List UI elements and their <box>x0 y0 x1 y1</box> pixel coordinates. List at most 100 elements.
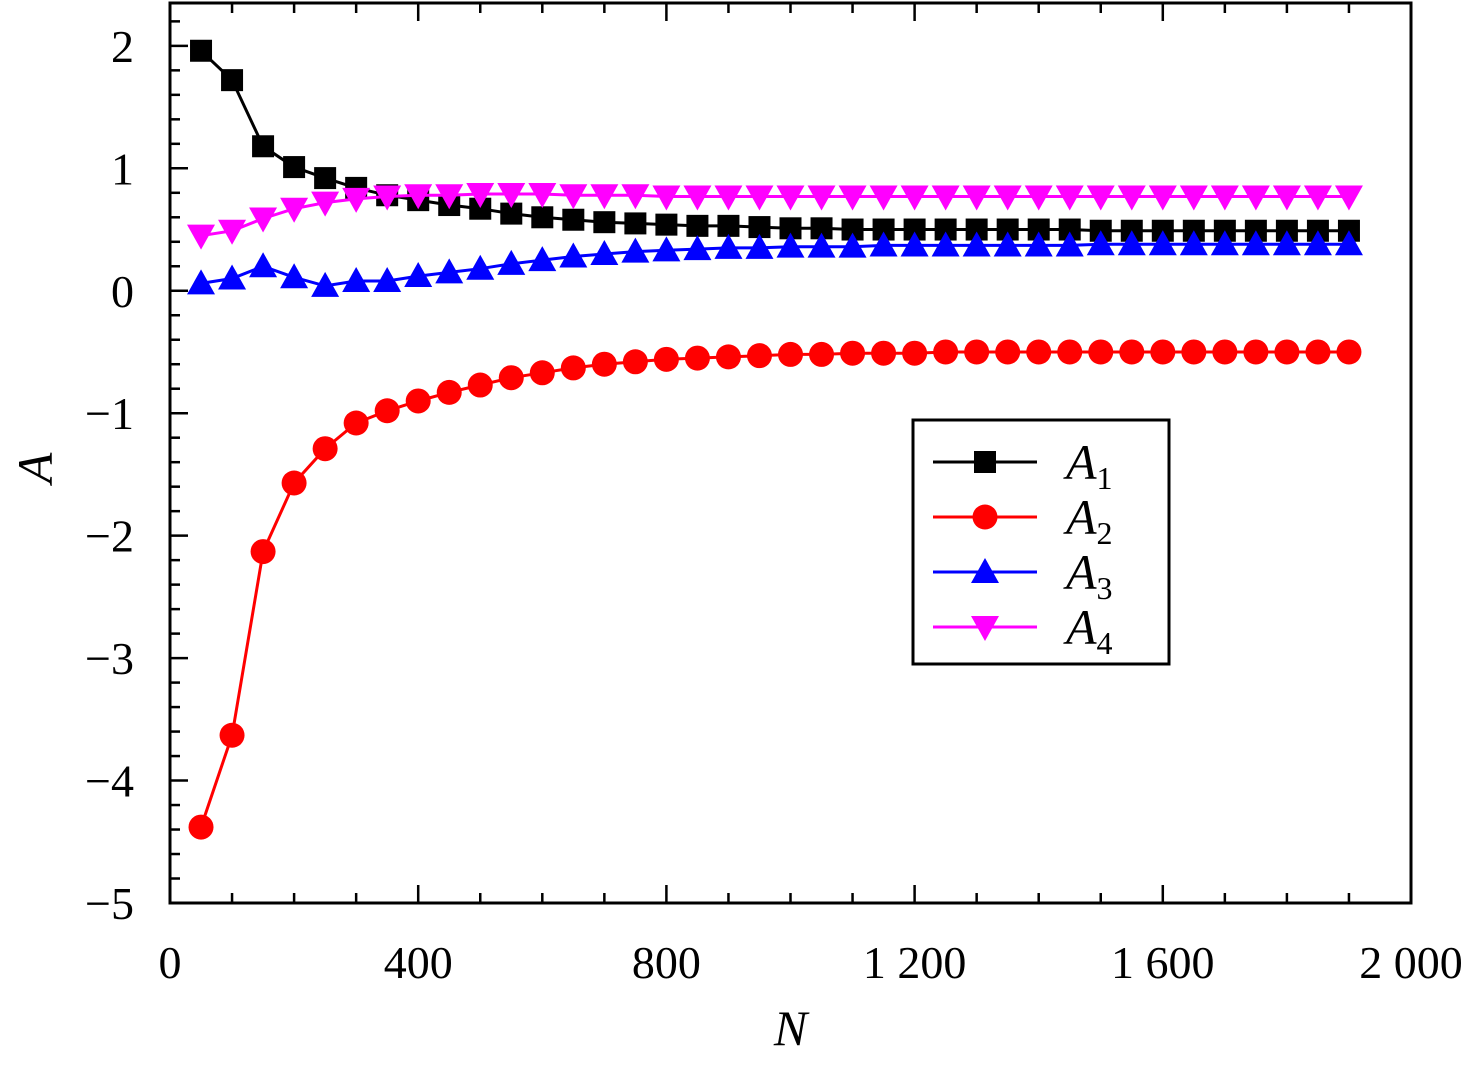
data-point <box>1027 218 1050 241</box>
data-point <box>435 258 464 284</box>
data-point <box>250 539 276 565</box>
data-point <box>838 232 867 258</box>
x-axis-title: N <box>773 1000 810 1056</box>
data-point <box>1334 185 1363 211</box>
data-point <box>996 218 1019 241</box>
data-point <box>931 231 960 257</box>
series-A1 <box>190 39 1360 242</box>
data-point <box>283 156 306 179</box>
data-point <box>190 39 213 62</box>
data-point <box>436 379 462 405</box>
axis-ticks <box>168 3 1413 905</box>
data-point <box>715 344 741 370</box>
legend-entry: A2 <box>933 489 1113 551</box>
data-point <box>218 264 247 290</box>
data-point <box>435 184 464 210</box>
data-point <box>281 470 307 496</box>
data-point <box>1241 185 1270 211</box>
data-point <box>871 340 897 366</box>
data-point <box>1334 230 1363 256</box>
y-axis-title: A <box>7 452 63 486</box>
y-tick-label: 1 <box>111 143 134 194</box>
data-point <box>934 218 957 241</box>
data-point <box>497 249 526 275</box>
data-point <box>1058 218 1081 241</box>
y-tick-label: 0 <box>111 266 134 317</box>
data-point <box>1055 231 1084 257</box>
data-point <box>280 263 309 289</box>
data-point <box>1272 230 1301 256</box>
data-point <box>531 206 554 229</box>
plot-border <box>168 1 1413 905</box>
data-point <box>469 197 492 220</box>
legend-label: A2 <box>1063 489 1113 551</box>
data-point <box>187 224 216 250</box>
data-point <box>1179 185 1208 211</box>
data-point <box>745 233 774 259</box>
series-line <box>199 350 1349 828</box>
data-point <box>1057 339 1083 365</box>
data-point <box>962 231 991 257</box>
data-point <box>1117 185 1146 211</box>
data-point <box>466 254 495 280</box>
data-point <box>219 722 245 748</box>
y-tick-label: −2 <box>85 511 134 562</box>
data-point <box>838 185 867 211</box>
series-layer <box>187 39 1363 840</box>
data-point <box>528 183 557 209</box>
data-point <box>714 233 743 259</box>
data-point <box>1210 230 1239 256</box>
data-point <box>652 185 681 211</box>
data-point <box>1024 231 1053 257</box>
data-point <box>373 266 402 292</box>
data-point <box>1272 185 1301 211</box>
data-point <box>1181 339 1207 365</box>
data-point <box>869 185 898 211</box>
data-point <box>965 218 988 241</box>
data-point <box>405 388 431 414</box>
data-point <box>653 346 679 372</box>
data-point <box>467 372 493 398</box>
y-tick-label: 2 <box>111 21 134 72</box>
data-point <box>840 340 866 366</box>
data-point <box>1119 339 1145 365</box>
series-A2 <box>188 339 1362 840</box>
y-tick-label: −1 <box>85 388 134 439</box>
data-point <box>1148 230 1177 256</box>
data-point <box>404 262 433 288</box>
data-point <box>188 814 214 840</box>
data-point <box>1086 185 1115 211</box>
data-point <box>1026 339 1052 365</box>
data-point <box>280 197 309 223</box>
data-point <box>1150 339 1176 365</box>
x-tick-label: 1 200 <box>863 937 967 988</box>
x-tick-label: 800 <box>632 937 701 988</box>
data-point <box>900 231 929 257</box>
data-point <box>312 436 338 462</box>
series-line <box>199 49 1349 233</box>
data-point <box>810 217 833 240</box>
data-point <box>776 232 805 258</box>
series-line <box>200 242 1349 288</box>
data-point <box>342 187 371 213</box>
data-point <box>559 184 588 210</box>
data-point <box>776 185 805 211</box>
data-point <box>500 202 523 225</box>
data-point <box>590 240 619 266</box>
data-point <box>748 216 771 239</box>
data-point <box>249 252 278 278</box>
data-point <box>717 214 740 237</box>
data-point <box>1274 339 1300 365</box>
data-point <box>809 341 835 367</box>
data-point <box>872 218 895 241</box>
data-point <box>1148 185 1177 211</box>
data-point <box>497 183 526 209</box>
data-point <box>686 214 709 237</box>
data-point <box>624 212 647 235</box>
data-point <box>962 185 991 211</box>
data-point <box>591 351 617 377</box>
y-tick-label: −5 <box>85 878 134 929</box>
data-point <box>1117 230 1146 256</box>
